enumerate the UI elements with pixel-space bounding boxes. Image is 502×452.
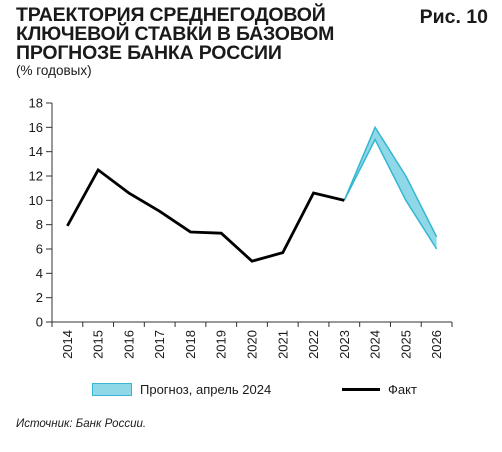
y-axis-units: (% годовых) — [16, 63, 92, 78]
legend: Прогноз, апрель 2024 Факт — [0, 382, 502, 402]
legend-label-forecast: Прогноз, апрель 2024 — [140, 382, 272, 397]
x-tick-label: 2021 — [275, 330, 290, 359]
forecast-band — [343, 125, 438, 250]
y-tick-label: 4 — [36, 266, 43, 281]
forecast-band-area — [344, 127, 437, 249]
x-tick-label: 2026 — [429, 330, 444, 359]
y-tick-label: 12 — [29, 169, 43, 184]
legend-item-forecast: Прогноз, апрель 2024 — [92, 382, 271, 397]
y-tick-label: 18 — [29, 96, 43, 111]
x-tick-label: 2016 — [121, 330, 136, 359]
x-tick-label: 2023 — [337, 330, 352, 359]
x-tick-label: 2025 — [398, 330, 413, 359]
legend-label-fact: Факт — [388, 382, 417, 397]
x-tick-label: 2015 — [91, 330, 106, 359]
x-tick-label: 2020 — [245, 330, 260, 359]
y-tick-label: 14 — [29, 144, 43, 159]
chart-title: ТРАЕКТОРИЯ СРЕДНЕГОДОВОЙ КЛЮЧЕВОЙ СТАВКИ… — [16, 4, 335, 64]
legend-item-fact: Факт — [342, 382, 417, 397]
y-tick-label: 2 — [36, 290, 43, 305]
y-tick-label: 16 — [29, 120, 43, 135]
legend-swatch-fact — [342, 388, 380, 391]
y-tick-label: 6 — [36, 242, 43, 257]
x-tick-label: 2018 — [183, 330, 198, 359]
fact-series — [66, 167, 345, 263]
x-tick-label: 2024 — [368, 330, 383, 359]
fact-line — [66, 167, 345, 263]
y-tick-label: 0 — [36, 315, 43, 330]
legend-swatch-forecast — [92, 383, 132, 396]
y-tick-label: 10 — [29, 193, 43, 208]
x-tick-label: 2014 — [60, 330, 75, 359]
figure-number: Рис. 10 — [419, 6, 488, 28]
forecast-band-upper — [343, 125, 438, 238]
x-tick-label: 2017 — [152, 330, 167, 359]
x-tick-label: 2019 — [214, 330, 229, 359]
x-axis: 2014 2015 2016 2017 2018 2019 2020 2021 2022 2023… — [51, 321, 453, 359]
y-axis: 0 2 4 6 8 10 12 14 16 18 — [29, 96, 53, 330]
source-note: Источник: Банк России. — [16, 418, 147, 430]
forecast-band-lower — [343, 137, 438, 250]
x-tick-label: 2022 — [306, 330, 321, 359]
y-tick-label: 8 — [36, 217, 43, 232]
